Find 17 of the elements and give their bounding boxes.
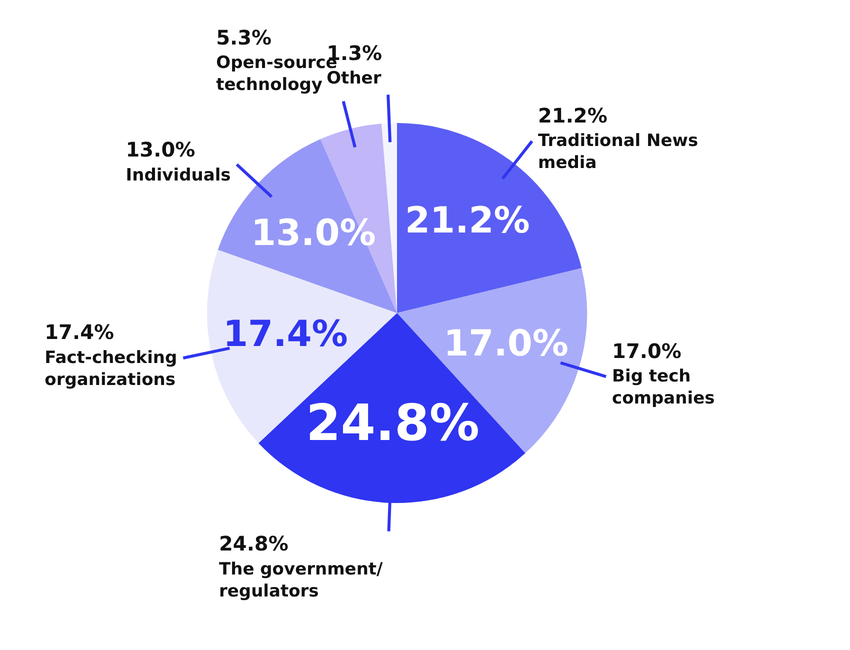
- slice-label: Fact-checking organizations: [44, 348, 178, 390]
- data-label: 21.2%: [404, 200, 530, 242]
- text: 17.0%: [612, 338, 682, 363]
- data-label: 5.3%: [216, 25, 272, 50]
- data-label: 13.0%: [250, 212, 376, 254]
- text: 24.8%: [218, 532, 288, 556]
- slice-label: Big tech companies: [612, 366, 715, 409]
- text: 13.0%: [126, 138, 196, 162]
- text: 17.4%: [44, 320, 114, 344]
- slice-label: The government/ regulators: [218, 559, 384, 602]
- data-label: 24.8%: [306, 394, 480, 452]
- slice-label: Individuals: [126, 165, 231, 186]
- slice-label: Traditional News media: [538, 131, 698, 174]
- slice-label: Other: [326, 68, 382, 89]
- text: 21.2%: [538, 103, 608, 128]
- data-label: 17.4%: [222, 314, 348, 355]
- data-label: 17.0%: [444, 324, 569, 365]
